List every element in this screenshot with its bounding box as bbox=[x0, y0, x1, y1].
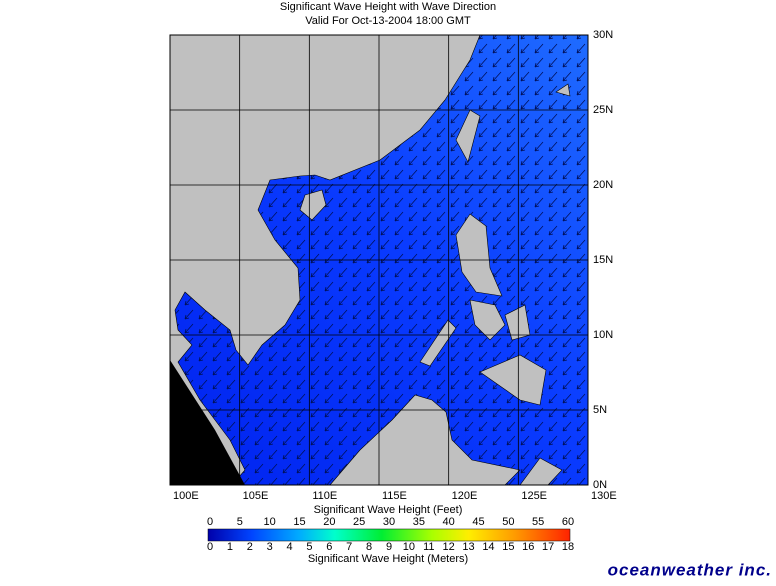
meters-tick: 17 bbox=[542, 541, 554, 553]
lon-label: 105E bbox=[243, 490, 269, 502]
feet-tick: 15 bbox=[293, 516, 305, 528]
lat-label: 15N bbox=[593, 254, 613, 266]
meters-tick: 15 bbox=[502, 541, 514, 553]
meters-tick: 9 bbox=[386, 541, 392, 553]
feet-tick: 55 bbox=[532, 516, 544, 528]
colorbar-ticks: 0 5 10 15 20 25 30 35 40 45 50 55 600 1 2 3 4 5 6 7 8 9 10 11 12… bbox=[207, 516, 574, 553]
meters-tick: 12 bbox=[443, 541, 455, 553]
lon-label: 130E bbox=[591, 490, 617, 502]
feet-tick: 45 bbox=[472, 516, 484, 528]
lat-label: 30N bbox=[593, 29, 613, 41]
meters-tick: 0 bbox=[207, 541, 213, 553]
meters-tick: 1 bbox=[227, 541, 233, 553]
meters-tick: 11 bbox=[423, 541, 434, 553]
lon-label: 100E bbox=[173, 490, 199, 502]
axis-labels: 0N 5N 10N 15N 20N 25N 30N 100E 105E 110E 115E 120E 1… bbox=[173, 29, 617, 502]
graticule bbox=[170, 35, 588, 485]
lat-label: 5N bbox=[593, 404, 607, 416]
title: Significant Wave Height with Wave Direct… bbox=[280, 1, 496, 13]
meters-tick: 7 bbox=[346, 541, 352, 553]
feet-tick: 35 bbox=[413, 516, 425, 528]
feet-tick: 0 bbox=[207, 516, 213, 528]
meters-tick: 8 bbox=[366, 541, 372, 553]
feet-title: Significant Wave Height (Feet) bbox=[314, 504, 463, 516]
brand: oceanweather inc. bbox=[608, 560, 772, 579]
lon-label: 110E bbox=[312, 490, 337, 502]
subtitle: Valid For Oct-13-2004 18:00 GMT bbox=[305, 15, 471, 27]
lat-label: 10N bbox=[593, 329, 613, 341]
map bbox=[170, 35, 588, 485]
feet-tick: 20 bbox=[323, 516, 335, 528]
lat-label: 20N bbox=[593, 179, 613, 191]
meters-tick: 13 bbox=[462, 541, 474, 553]
feet-tick: 5 bbox=[237, 516, 243, 528]
meters-tick: 14 bbox=[482, 541, 494, 553]
meters-tick: 10 bbox=[403, 541, 415, 553]
map-frame bbox=[169, 34, 589, 486]
lon-label: 115E bbox=[382, 490, 407, 502]
lon-label: 125E bbox=[521, 490, 547, 502]
meters-tick: 2 bbox=[247, 541, 253, 553]
lat-label: 25N bbox=[593, 104, 613, 116]
colorbar bbox=[207, 528, 571, 542]
meters-tick: 18 bbox=[562, 541, 574, 553]
meters-tick: 3 bbox=[267, 541, 273, 553]
feet-tick: 50 bbox=[502, 516, 514, 528]
meters-tick: 16 bbox=[522, 541, 534, 553]
meters-tick: 5 bbox=[306, 541, 312, 553]
land-dark bbox=[170, 360, 245, 485]
feet-tick: 30 bbox=[383, 516, 395, 528]
meters-tick: 4 bbox=[286, 541, 292, 553]
meters-title: Significant Wave Height (Meters) bbox=[308, 553, 468, 565]
lon-label: 120E bbox=[452, 490, 478, 502]
feet-tick: 60 bbox=[562, 516, 574, 528]
land bbox=[170, 35, 571, 485]
feet-tick: 40 bbox=[443, 516, 455, 528]
feet-tick: 25 bbox=[353, 516, 365, 528]
feet-tick: 10 bbox=[264, 516, 276, 528]
meters-tick: 6 bbox=[326, 541, 332, 553]
lat-label: 0N bbox=[593, 479, 607, 491]
